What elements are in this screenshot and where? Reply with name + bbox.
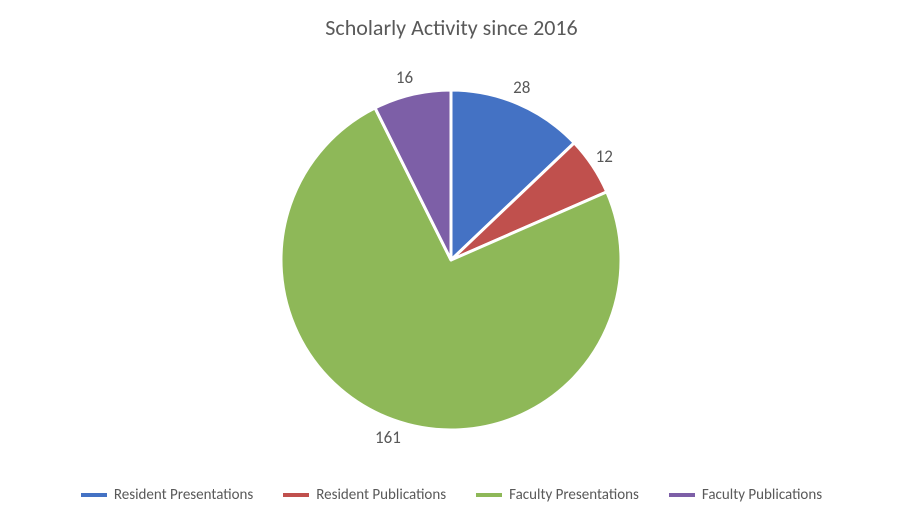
chart-title: Scholarly Activity since 2016	[0, 14, 903, 41]
legend-item: Faculty Presentations	[476, 486, 639, 504]
slice-value-label: 28	[513, 77, 530, 98]
legend-label: Resident Publications	[316, 486, 446, 504]
pie-svg	[281, 90, 621, 430]
legend-item: Faculty Publications	[669, 486, 822, 504]
legend-label: Resident Presentations	[114, 486, 253, 504]
legend-label: Faculty Presentations	[509, 486, 639, 504]
legend: Resident Presentations Resident Publicati…	[0, 486, 903, 504]
slice-value-label: 16	[396, 67, 413, 88]
legend-label: Faculty Publications	[702, 486, 822, 504]
legend-item: Resident Presentations	[81, 486, 253, 504]
legend-swatch	[669, 493, 695, 497]
slice-value-label: 12	[596, 146, 613, 167]
slice-value-label: 161	[375, 427, 401, 448]
pie-chart: Scholarly Activity since 2016 281216116 …	[0, 0, 903, 524]
legend-swatch	[476, 493, 502, 497]
legend-swatch	[283, 493, 309, 497]
legend-item: Resident Publications	[283, 486, 446, 504]
pie-area: 281216116	[0, 90, 903, 450]
legend-swatch	[81, 493, 107, 497]
